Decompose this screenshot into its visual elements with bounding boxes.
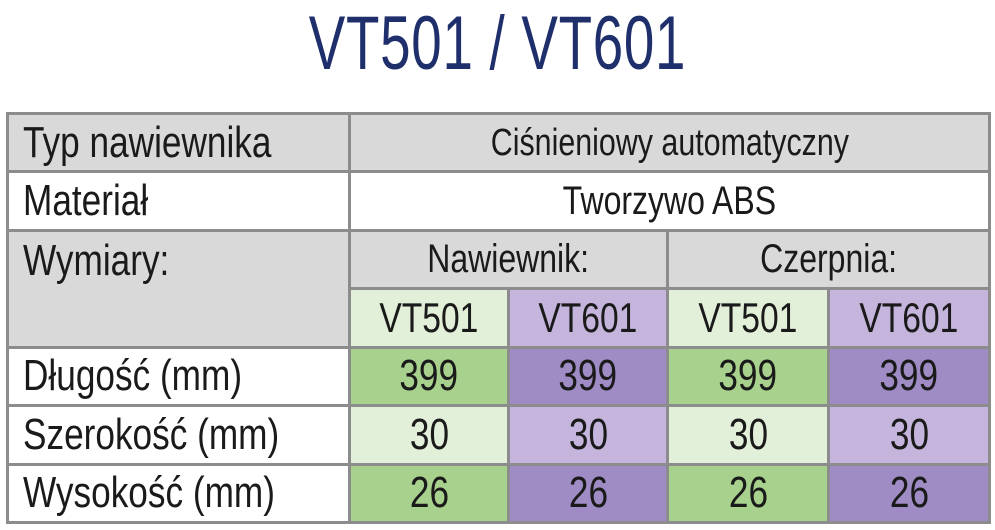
- spec-table: Typ nawiewnika Ciśnieniowy automatyczny …: [6, 111, 991, 525]
- table-row-length: Długość (mm) 399 399 399 399: [6, 345, 991, 408]
- dimensions-label: Wymiary:: [6, 228, 351, 349]
- material-value: Tworzywo ABS: [348, 170, 991, 232]
- width-label: Szerokość (mm): [6, 404, 351, 466]
- height-value: 26: [507, 462, 669, 525]
- page-title: VT501 / VT601: [308, 1, 687, 86]
- model-header: VT501: [666, 287, 830, 349]
- height-label: Wysokość (mm): [6, 462, 351, 525]
- height-value: 26: [666, 462, 830, 525]
- model-header: VT501: [348, 287, 510, 349]
- length-value: 399: [666, 345, 830, 408]
- length-value: 399: [507, 345, 669, 408]
- material-label: Materiał: [6, 170, 351, 232]
- type-value: Ciśnieniowy automatyczny: [348, 111, 991, 174]
- group-nawiewnik-header: Nawiewnik:: [348, 228, 669, 291]
- table-row-width: Szerokość (mm) 30 30 30 30: [6, 404, 991, 466]
- width-value: 30: [666, 404, 830, 466]
- width-value: 30: [827, 404, 991, 466]
- type-label: Typ nawiewnika: [6, 111, 351, 174]
- model-header: VT601: [507, 287, 669, 349]
- table-row-height: Wysokość (mm) 26 26 26 26: [6, 462, 991, 525]
- length-value: 399: [827, 345, 991, 408]
- table-row-material: Materiał Tworzywo ABS: [6, 170, 991, 232]
- model-header: VT601: [827, 287, 991, 349]
- group-czerpnia-header: Czerpnia:: [666, 228, 991, 291]
- width-value: 30: [348, 404, 510, 466]
- table-row-dimensions: Wymiary: Nawiewnik: Czerpnia:: [6, 228, 991, 349]
- height-value: 26: [827, 462, 991, 525]
- table-row-models: VT501 VT601 VT501 VT601: [8, 287, 991, 349]
- length-value: 399: [348, 345, 510, 408]
- width-value: 30: [507, 404, 669, 466]
- height-value: 26: [348, 462, 510, 525]
- table-row-type: Typ nawiewnika Ciśnieniowy automatyczny: [6, 111, 991, 174]
- length-label: Długość (mm): [6, 345, 351, 408]
